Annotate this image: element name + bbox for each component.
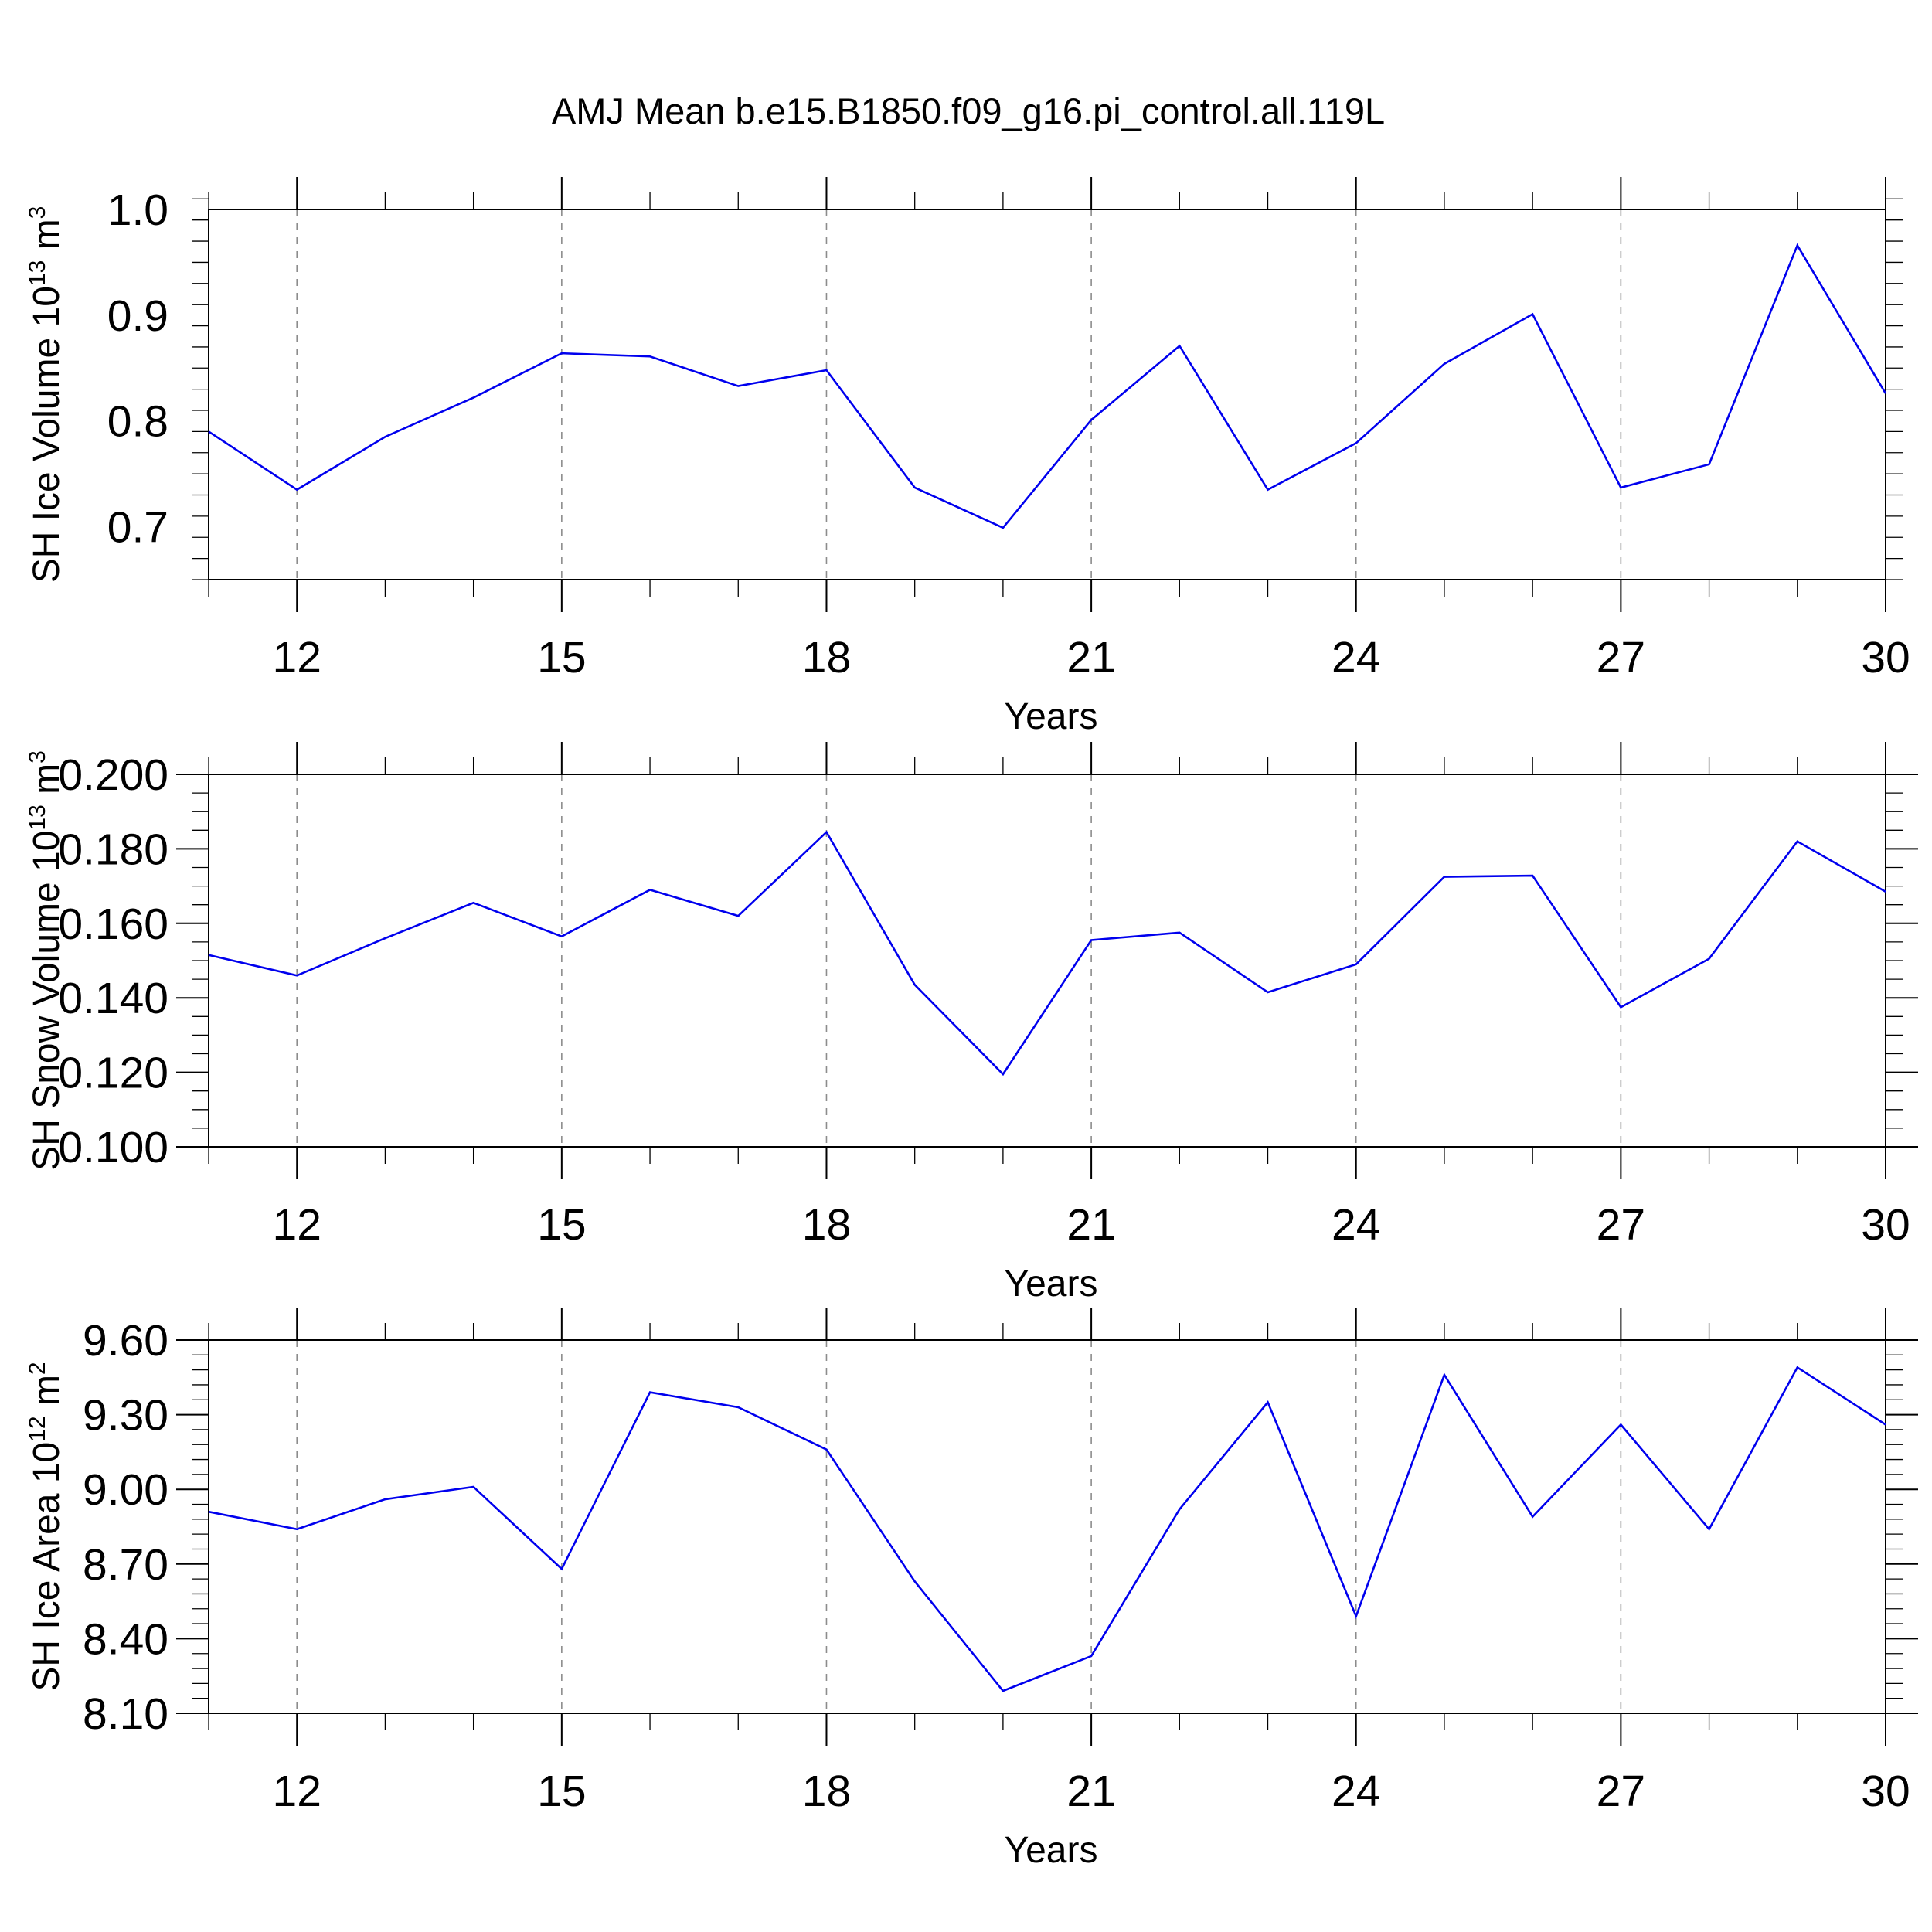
x-tick-label-24: 24 [1332,633,1380,682]
plot-frame [208,209,1886,580]
x-tick-label-12: 12 [273,633,321,682]
y-tick-label: 8.10 [83,1689,168,1739]
y-axis-label: SH Ice Volume 1013 m3 [25,206,67,583]
y-tick-label: 0.140 [58,974,168,1023]
x-tick-label-27: 27 [1597,1767,1645,1816]
plot-frame [208,1339,1886,1714]
plot-frame [208,774,1886,1148]
x-tick-label-18: 18 [802,633,851,682]
y-tick-label: 9.00 [83,1465,168,1515]
series-line [208,1366,1886,1692]
y-axis-label: SH Ice Area 1012 m2 [25,1362,67,1691]
x-axis-label: Years [1005,1264,1098,1304]
chart-panel-1: 12 15 18 21 24 27 30 0.7 0.8 0.9 1.0 Years SH Ice Vo… [25,177,1910,737]
x-tick-label-15: 15 [537,1200,586,1250]
y-tick-label: 8.40 [83,1614,168,1664]
x-tick-label-18: 18 [802,1767,851,1816]
series-line [208,830,1886,1077]
x-tick-label-30: 30 [1861,1200,1910,1250]
x-tick-label-30: 30 [1861,1767,1910,1816]
x-tick-label-27: 27 [1597,633,1645,682]
y-tick-label: 0.120 [58,1049,168,1098]
panels: 12 15 18 21 24 27 30 0.7 0.8 0.9 1.0 Years SH Ice Vo… [25,177,1918,1871]
y-tick-label: 0.160 [58,900,168,949]
x-tick-label-12: 12 [273,1767,321,1816]
x-tick-label-24: 24 [1332,1200,1380,1250]
y-tick-label: 0.200 [58,750,168,800]
chart-panel-3: 12 15 18 21 24 27 30 8.10 8.40 8.70 9.00 9.30 9.60 Ye… [25,1308,1918,1871]
x-tick-label-15: 15 [537,1767,586,1816]
x-tick-label-30: 30 [1861,633,1910,682]
figure-title: AMJ Mean b.e15.B1850.f09_g16.pi_control.… [552,90,1385,131]
y-tick-label: 1.0 [107,185,168,235]
x-axis-label: Years [1005,1830,1098,1871]
y-tick-label: 0.8 [107,397,168,447]
y-tick-label: 0.180 [58,825,168,874]
y-tick-label: 0.7 [107,503,168,553]
x-tick-label-15: 15 [537,633,586,682]
y-axis-label: SH Snow Volume 1013 m3 [25,750,67,1171]
y-tick-label: 8.70 [83,1540,168,1590]
x-axis-label: Years [1005,696,1098,737]
y-tick-label: 0.9 [107,291,168,341]
x-tick-label-21: 21 [1066,633,1115,682]
y-tick-label: 0.100 [58,1123,168,1172]
x-tick-label-18: 18 [802,1200,851,1250]
chart-panel-2: 12 15 18 21 24 27 30 0.100 0.120 0.140 0.160 0.180 0… [25,742,1918,1304]
x-tick-label-27: 27 [1597,1200,1645,1250]
x-tick-label-24: 24 [1332,1767,1380,1816]
y-tick-label: 9.30 [83,1391,168,1440]
x-tick-label-12: 12 [273,1200,321,1250]
x-tick-label-21: 21 [1066,1767,1115,1816]
x-tick-label-21: 21 [1066,1200,1115,1250]
y-tick-label: 9.60 [83,1316,168,1366]
series-line [208,243,1887,529]
